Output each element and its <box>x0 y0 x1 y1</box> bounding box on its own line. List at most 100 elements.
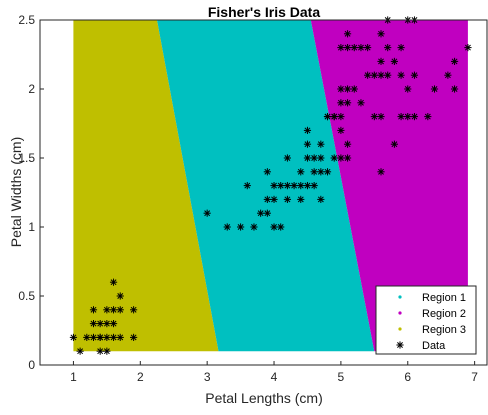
data-point <box>317 154 325 162</box>
data-point <box>430 85 439 93</box>
data-point <box>303 140 312 148</box>
data-point <box>297 195 305 203</box>
data-point <box>464 44 472 52</box>
data-point <box>243 182 251 190</box>
legend: Region 1 Region 2 Region 3 Data <box>375 285 477 355</box>
data-point <box>103 320 111 328</box>
legend-items: Region 1 Region 2 Region 3 Data <box>396 292 466 352</box>
legend-label: Region 2 <box>422 308 466 320</box>
data-point <box>270 223 278 231</box>
data-point <box>357 44 365 52</box>
data-point <box>390 57 398 65</box>
data-point <box>350 85 358 93</box>
data-point <box>377 57 385 65</box>
data-point <box>96 320 104 328</box>
data-point <box>317 168 325 176</box>
data-point <box>109 278 118 286</box>
legend-item: Region 1 <box>398 292 466 304</box>
data-point <box>410 71 419 79</box>
data-point <box>303 154 312 162</box>
data-point <box>444 71 452 79</box>
legend-label: Region 1 <box>422 292 466 304</box>
data-point <box>377 168 385 176</box>
data-point <box>283 195 292 203</box>
data-point <box>116 292 124 300</box>
data-point <box>343 44 352 52</box>
data-point <box>270 195 278 203</box>
plot-frame <box>39 19 488 366</box>
legend-item: Data <box>396 340 446 352</box>
data-point <box>364 44 372 52</box>
x-tick-label: 6 <box>404 370 411 384</box>
data-point <box>377 30 385 38</box>
legend-label: Data <box>422 340 446 352</box>
data-point <box>83 333 91 341</box>
data-point <box>404 85 412 93</box>
data-point <box>323 113 332 121</box>
data-point <box>384 44 392 52</box>
data-point <box>103 333 111 341</box>
data-point <box>357 99 365 107</box>
data-point <box>310 154 318 162</box>
data-points <box>69 16 472 355</box>
y-tick-label: 0.5 <box>18 289 35 303</box>
data-point <box>337 44 345 52</box>
data-point <box>297 168 305 176</box>
y-axis-ticks: 0 0.5 1 1.5 2 2.5 <box>18 13 44 372</box>
data-point <box>69 333 78 341</box>
data-point <box>96 347 104 355</box>
region-region-3 <box>73 20 219 352</box>
data-point <box>343 154 352 162</box>
data-point <box>89 306 98 314</box>
data-point <box>283 154 292 162</box>
data-point <box>350 44 358 52</box>
data-point <box>337 126 345 134</box>
data-point <box>236 223 245 231</box>
legend-item: Region 2 <box>398 308 466 320</box>
data-point <box>270 182 278 190</box>
data-point <box>257 209 265 217</box>
data-point <box>450 57 459 65</box>
data-point <box>109 333 118 341</box>
x-tick-label: 3 <box>204 370 211 384</box>
legend-asterisk-marker <box>396 341 404 349</box>
data-point <box>263 195 271 203</box>
data-point <box>297 182 305 190</box>
data-point <box>343 140 352 148</box>
data-point <box>109 306 118 314</box>
data-point <box>397 71 405 79</box>
data-point <box>317 140 325 148</box>
data-point <box>277 223 285 231</box>
x-tick-label: 4 <box>271 370 278 384</box>
legend-label: Region 3 <box>422 324 466 336</box>
x-axis-label: Petal Lengths (cm) <box>205 390 323 406</box>
data-point <box>337 85 345 93</box>
data-point <box>330 113 338 121</box>
legend-dot-marker <box>398 295 402 299</box>
data-point <box>384 71 392 79</box>
data-point <box>250 223 258 231</box>
x-tick-label: 2 <box>137 370 144 384</box>
legend-dot-marker <box>398 311 402 315</box>
data-point <box>337 99 345 107</box>
data-point <box>130 306 138 314</box>
y-tick-label: 2 <box>28 82 35 96</box>
data-point <box>377 113 385 121</box>
decision-regions <box>73 20 468 352</box>
data-point <box>343 85 352 93</box>
data-point <box>404 113 412 121</box>
y-tick-label: 1.5 <box>18 151 35 165</box>
data-point <box>263 168 271 176</box>
data-point <box>397 44 405 52</box>
data-point <box>223 223 231 231</box>
data-point <box>89 320 98 328</box>
data-point <box>303 126 312 134</box>
data-point <box>263 209 271 217</box>
y-tick-label: 0 <box>28 358 35 372</box>
data-point <box>397 113 405 121</box>
y-tick-label: 2.5 <box>18 13 35 27</box>
data-point <box>109 320 118 328</box>
data-point <box>343 99 352 107</box>
